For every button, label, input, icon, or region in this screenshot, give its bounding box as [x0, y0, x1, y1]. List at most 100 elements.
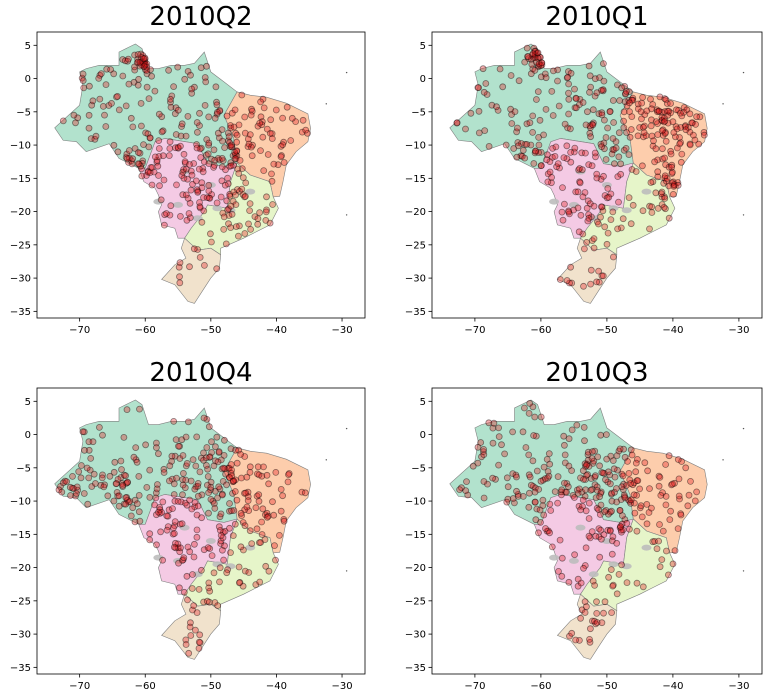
occurrence-point — [626, 108, 633, 115]
occurrence-point — [238, 165, 246, 173]
occurrence-point — [168, 457, 176, 465]
occurrence-point — [523, 120, 531, 128]
occurrence-point — [666, 516, 674, 523]
lake-patch — [192, 571, 203, 578]
occurrence-point — [654, 204, 662, 212]
occurrence-point — [110, 141, 118, 149]
occurrence-point — [241, 567, 249, 575]
occurrence-point — [135, 472, 143, 480]
occurrence-point — [233, 186, 241, 193]
occurrence-point — [102, 123, 110, 130]
occurrence-point — [538, 59, 545, 67]
occurrence-point — [241, 453, 249, 460]
occurrence-point — [208, 449, 216, 456]
occurrence-point — [587, 266, 595, 274]
occurrence-point — [186, 619, 194, 627]
x-tick-label: −70 — [69, 681, 90, 692]
occurrence-point — [693, 488, 700, 496]
occurrence-point — [196, 145, 204, 153]
occurrence-point — [194, 482, 202, 490]
occurrence-point — [217, 537, 225, 545]
occurrence-point — [648, 203, 656, 211]
occurrence-point — [597, 213, 604, 221]
occurrence-point — [207, 495, 215, 503]
occurrence-point — [545, 450, 553, 458]
lake-patch — [179, 524, 190, 531]
island-mark — [742, 570, 745, 572]
occurrence-point — [498, 441, 505, 449]
occurrence-point — [155, 172, 162, 179]
occurrence-point — [521, 404, 528, 412]
occurrence-point — [246, 200, 254, 208]
occurrence-point — [157, 528, 165, 536]
occurrence-point — [589, 448, 596, 456]
occurrence-point — [167, 95, 174, 103]
occurrence-point — [695, 140, 703, 148]
occurrence-point — [298, 488, 306, 496]
occurrence-point — [546, 158, 554, 166]
occurrence-point — [531, 67, 539, 74]
occurrence-point — [596, 74, 603, 81]
occurrence-point — [228, 466, 236, 474]
occurrence-point — [601, 508, 609, 516]
occurrence-point — [283, 103, 291, 111]
occurrence-point — [456, 486, 464, 494]
occurrence-point — [196, 639, 204, 646]
occurrence-point — [462, 125, 469, 133]
occurrence-point — [213, 265, 221, 273]
occurrence-point — [475, 129, 483, 137]
occurrence-point — [514, 492, 522, 500]
occurrence-point — [155, 508, 162, 516]
occurrence-point — [655, 472, 663, 480]
occurrence-point — [586, 72, 594, 80]
occurrence-point — [543, 156, 551, 164]
occurrence-point — [582, 149, 589, 157]
occurrence-point — [510, 145, 518, 152]
occurrence-point — [492, 475, 499, 483]
occurrence-point — [565, 462, 573, 470]
occurrence-point — [190, 553, 198, 561]
occurrence-point — [591, 92, 599, 100]
occurrence-point — [287, 137, 295, 144]
occurrence-point — [230, 188, 238, 196]
lake-patch — [173, 557, 184, 564]
occurrence-point — [236, 187, 244, 195]
occurrence-point — [202, 78, 210, 86]
occurrence-point — [601, 598, 609, 606]
occurrence-point — [670, 181, 678, 189]
occurrence-point — [684, 124, 692, 131]
occurrence-point — [495, 433, 503, 441]
occurrence-point — [661, 114, 668, 122]
occurrence-point — [248, 152, 256, 160]
y-tick-label: 5 — [25, 41, 31, 52]
occurrence-point — [583, 471, 590, 479]
occurrence-point — [216, 485, 224, 493]
occurrence-point — [201, 74, 209, 81]
occurrence-point — [192, 483, 200, 491]
occurrence-point — [256, 578, 264, 586]
occurrence-point — [133, 458, 141, 466]
occurrence-point — [137, 50, 145, 58]
occurrence-point — [543, 527, 551, 535]
occurrence-point — [616, 506, 624, 514]
occurrence-point — [589, 106, 597, 114]
occurrence-point — [527, 141, 535, 149]
occurrence-point — [110, 468, 118, 476]
occurrence-point — [210, 161, 218, 169]
occurrence-point — [577, 211, 585, 219]
occurrence-point — [179, 556, 187, 564]
occurrence-point — [119, 72, 127, 80]
occurrence-point — [579, 502, 586, 510]
occurrence-point — [157, 196, 165, 204]
occurrence-point — [184, 543, 192, 551]
occurrence-point — [193, 144, 201, 152]
island-mark — [742, 71, 745, 74]
occurrence-point — [255, 491, 263, 499]
occurrence-point — [284, 478, 292, 486]
occurrence-point — [618, 483, 626, 491]
occurrence-point — [586, 636, 593, 643]
occurrence-point — [651, 538, 658, 545]
occurrence-point — [225, 464, 233, 472]
occurrence-point — [574, 489, 582, 497]
occurrence-point — [564, 73, 572, 81]
